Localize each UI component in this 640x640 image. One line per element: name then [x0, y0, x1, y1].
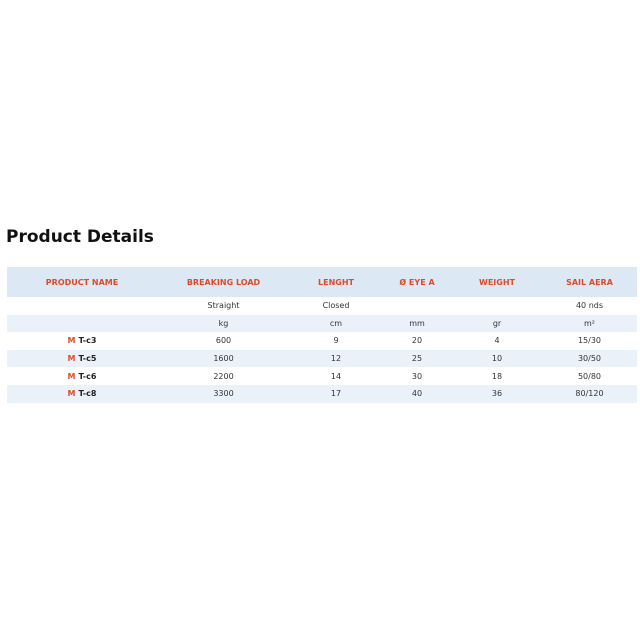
cell: 17 [290, 384, 382, 403]
sub-row: kg cm mm gr m² [7, 314, 637, 333]
cell: 9 [333, 336, 339, 346]
product-name: M T-c3 [7, 332, 157, 350]
cell: 14 [330, 371, 342, 381]
column-header: LENGHT [290, 267, 382, 297]
column-header: Ø EYE A [382, 267, 452, 297]
cell: 600 [215, 336, 232, 346]
page-title: Product Details [6, 227, 154, 247]
cell: 30/50 [542, 349, 637, 368]
cell: gr [452, 314, 542, 333]
cell-text: Straight [207, 301, 240, 311]
brand: M [67, 389, 76, 399]
cell: cm [290, 314, 382, 333]
cell: m² [542, 314, 637, 333]
column-header: PRODUCT NAME [7, 267, 157, 297]
header-row: PRODUCT NAME BREAKING LOAD LENGHT Ø EYE A WE… [7, 267, 637, 297]
cell: 25 [382, 349, 452, 368]
cell [7, 314, 157, 333]
cell-text: mm [409, 318, 425, 328]
product-name: M T-c6 [7, 367, 157, 385]
cell-text: 40 nds [575, 301, 604, 311]
cell: 12 [290, 349, 382, 368]
cell [7, 297, 157, 315]
column-header: SAIL AERA [542, 267, 637, 297]
cell: 30 [411, 371, 423, 381]
product-row: M T-c6 2200 14 30 18 50/80 [7, 367, 637, 385]
cell: 4 [494, 336, 500, 346]
cell [452, 297, 542, 315]
cell: mm [382, 314, 452, 333]
cell: Closed [290, 297, 382, 315]
cell: 40 [382, 384, 452, 403]
model: T-c3 [78, 336, 97, 346]
cell-text: cm [329, 318, 343, 328]
cell: 10 [452, 349, 542, 368]
product-row: M T-c3 600 9 20 4 15/30 [7, 332, 637, 350]
cell: 50/80 [577, 371, 602, 381]
cell-text: Closed [322, 301, 350, 311]
column-header: BREAKING LOAD [157, 267, 290, 297]
cell: 1600 [157, 349, 290, 368]
cell: kg [157, 314, 290, 333]
brand: M [67, 336, 76, 346]
product-row: M T-c8 3300 17 40 36 80/120 [7, 384, 637, 403]
cell: Straight [157, 297, 290, 315]
product-name: M T-c8 [7, 384, 157, 403]
column-header: WEIGHT [452, 267, 542, 297]
cell: 2200 [213, 371, 234, 381]
cell-text: m² [584, 318, 595, 328]
brand: M [67, 371, 76, 381]
cell: 40 nds [542, 297, 637, 315]
cell-text: gr [492, 318, 502, 328]
cell: 15/30 [577, 336, 602, 346]
product-table: PRODUCT NAME BREAKING LOAD LENGHT Ø EYE A WE… [7, 267, 637, 403]
cell [382, 297, 452, 315]
model: T-c6 [78, 371, 97, 381]
product-row: M T-c5 1600 12 25 10 30/50 [7, 349, 637, 368]
sub-row: Straight Closed 40 nds [7, 297, 637, 315]
cell: 18 [491, 371, 503, 381]
brand: M [67, 354, 76, 364]
model: T-c5 [78, 354, 97, 364]
cell: 36 [452, 384, 542, 403]
cell: 3300 [157, 384, 290, 403]
cell: 20 [411, 336, 423, 346]
cell-text: kg [218, 318, 229, 328]
model: T-c8 [78, 389, 97, 399]
product-name: M T-c5 [7, 349, 157, 368]
cell: 80/120 [542, 384, 637, 403]
